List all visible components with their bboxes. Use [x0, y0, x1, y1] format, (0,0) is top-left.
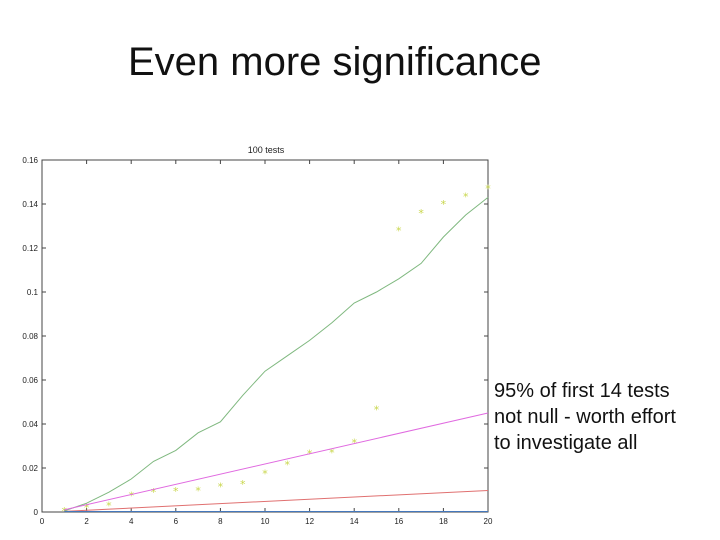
data-point: * [195, 484, 201, 497]
data-point: * [418, 207, 424, 220]
data-point: * [262, 468, 268, 481]
data-point: * [128, 490, 134, 503]
chart-title: 100 tests [248, 145, 285, 155]
y-tick-label: 0.16 [22, 156, 38, 165]
data-point: * [374, 404, 380, 417]
data-point: * [218, 481, 224, 494]
x-tick-label: 0 [40, 517, 45, 526]
x-tick-label: 14 [350, 517, 359, 526]
annotation-text: 95% of first 14 tests not null - worth e… [494, 378, 718, 456]
data-point: * [285, 459, 291, 472]
x-tick-label: 10 [261, 517, 270, 526]
annotation-line-1: 95% of first 14 tests [494, 380, 670, 402]
series-line-2 [64, 412, 489, 511]
x-tick-label: 12 [305, 517, 314, 526]
series-line-1 [64, 197, 489, 512]
x-tick-label: 2 [84, 517, 89, 526]
x-tick-label: 6 [174, 517, 179, 526]
data-point: * [106, 499, 112, 512]
data-point: * [84, 502, 90, 515]
x-tick-label: 4 [129, 517, 134, 526]
slide-title: Even more significance [128, 40, 542, 84]
x-tick-label: 18 [439, 517, 448, 526]
y-tick-label: 0.06 [22, 376, 38, 385]
y-tick-label: 0.1 [27, 288, 39, 297]
series-layer: * * ** * * * * **** ******** [62, 183, 492, 518]
data-point: * [173, 485, 179, 498]
x-tick-label: 20 [484, 517, 493, 526]
data-point: * [463, 190, 469, 203]
y-tick-label: 0 [34, 508, 39, 517]
data-point: * [329, 447, 335, 460]
y-tick-label: 0.12 [22, 244, 38, 253]
annotation-line-3: to investigate all [494, 432, 638, 454]
x-tick-label: 16 [394, 517, 403, 526]
data-point: * [151, 486, 157, 499]
data-point: * [441, 198, 447, 211]
annotation-line-2: not null - worth effort [494, 406, 676, 428]
series-line-3 [64, 489, 489, 512]
data-point: * [240, 478, 246, 491]
ticks-layer: 0 2 4 6 8 10 12 14 16 18 20 0 0.02 0.04 0.06 0.08 0.1 0.1… [22, 156, 493, 526]
y-tick-label: 0.14 [22, 200, 38, 209]
x-tick-label: 8 [218, 517, 223, 526]
y-tick-label: 0.02 [22, 464, 38, 473]
data-point: * [485, 183, 491, 196]
data-point: * [396, 224, 402, 237]
y-tick-label: 0.08 [22, 332, 38, 341]
y-tick-label: 0.04 [22, 420, 38, 429]
